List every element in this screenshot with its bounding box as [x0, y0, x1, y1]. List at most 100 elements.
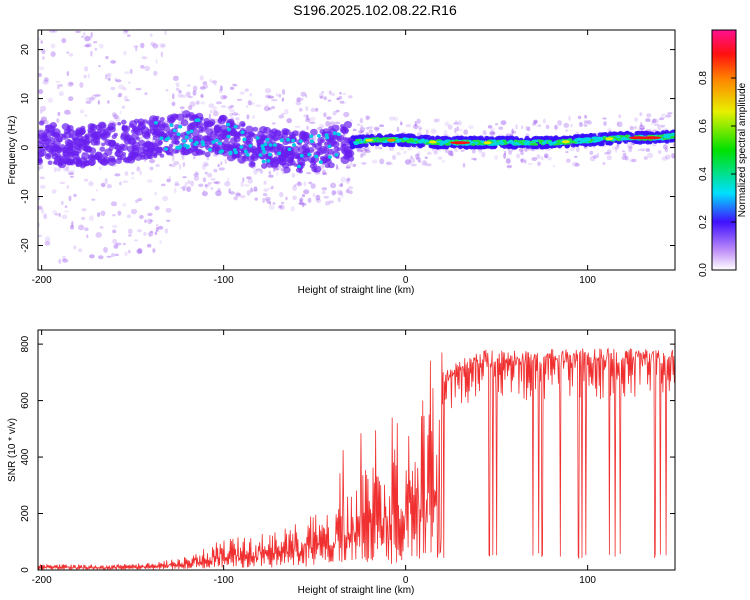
noise-point [217, 188, 221, 192]
band-point [281, 127, 290, 135]
core-point [580, 140, 586, 143]
noise-point [291, 173, 296, 178]
band-point [182, 110, 191, 118]
noise-point [328, 200, 334, 204]
noise-point [246, 189, 251, 196]
core-point [625, 134, 630, 138]
band-point [247, 155, 255, 162]
noise-point [128, 81, 131, 84]
noise-point [39, 164, 44, 170]
noise-point [663, 144, 668, 150]
noise-point [255, 168, 261, 172]
band-point [84, 160, 90, 166]
band-point [244, 131, 251, 138]
core-point [471, 143, 476, 146]
band-point [191, 135, 199, 142]
noise-point [271, 99, 278, 102]
noise-point [59, 181, 66, 184]
band-point [186, 124, 195, 132]
noise-point [489, 130, 496, 137]
noise-point [364, 148, 368, 152]
noise-point [524, 147, 528, 152]
noise-point [150, 230, 153, 234]
noise-point [129, 68, 133, 74]
noise-point [187, 95, 193, 99]
noise-point [490, 127, 495, 132]
snr-panel: -200 -100 0 100 0 200 400 600 800 Height of stra… [7, 329, 676, 596]
band-point [302, 135, 310, 142]
band-point [81, 152, 90, 160]
noise-point [336, 164, 338, 170]
band-point [51, 153, 59, 160]
noise-point [252, 115, 255, 119]
noise-point [198, 183, 204, 187]
noise-point [265, 198, 270, 204]
noise-point [436, 118, 441, 123]
band-point [111, 134, 117, 139]
noise-point [437, 149, 442, 152]
band-point [351, 144, 357, 149]
noise-point [84, 227, 89, 231]
noise-point [73, 245, 77, 250]
noise-point [131, 176, 135, 180]
y-tick-label: 400 [20, 448, 31, 465]
core-point [597, 137, 602, 140]
noise-point [538, 123, 541, 127]
noise-point [177, 93, 184, 98]
core-point [243, 149, 248, 154]
band-point [138, 121, 144, 126]
noise-point [309, 116, 316, 122]
noise-point [215, 101, 223, 105]
noise-point [531, 157, 538, 161]
y-tick-label: 600 [20, 392, 31, 409]
y-tick-label: 10 [20, 93, 31, 105]
noise-point [124, 71, 130, 75]
noise-point [658, 117, 665, 121]
noise-point [639, 112, 643, 117]
colorbar-tick-label: 0.0 [698, 263, 709, 277]
noise-point [88, 215, 94, 222]
band-point [59, 155, 64, 160]
noise-point [186, 186, 192, 193]
noise-point [128, 249, 131, 254]
noise-point [447, 150, 453, 156]
noise-point [206, 183, 211, 187]
noise-point [379, 124, 385, 127]
noise-point [645, 118, 651, 122]
noise-point [537, 161, 541, 167]
y-tick-label: -20 [20, 238, 31, 253]
band-point [149, 148, 158, 156]
noise-point [43, 120, 49, 125]
noise-point [652, 118, 656, 124]
band-point [44, 153, 52, 160]
noise-point [240, 181, 244, 187]
noise-point [278, 205, 283, 209]
noise-point [365, 115, 369, 121]
band-point [63, 131, 72, 139]
core-point [382, 140, 387, 143]
noise-point [267, 95, 274, 99]
noise-point [416, 118, 421, 125]
noise-point [405, 124, 412, 128]
noise-point [52, 30, 58, 33]
noise-point [267, 201, 271, 204]
core-point [514, 141, 520, 145]
noise-point [419, 127, 423, 130]
core-point [506, 141, 512, 144]
noise-point [220, 105, 227, 108]
noise-point [515, 124, 518, 130]
noise-point [66, 71, 70, 77]
band-point [161, 123, 166, 127]
noise-point [166, 219, 171, 222]
noise-point [321, 169, 326, 175]
core-point [578, 138, 583, 141]
noise-point [139, 215, 144, 219]
core-point [228, 151, 233, 156]
colorbar: 0.0 0.2 0.4 0.6 0.8 Normalized spectral ampl… [698, 29, 748, 277]
noise-point [444, 121, 450, 127]
core-point [492, 139, 497, 143]
x-tick-label: -100 [214, 575, 234, 586]
noise-point [253, 186, 258, 192]
noise-point [286, 118, 293, 124]
noise-point [259, 169, 264, 174]
